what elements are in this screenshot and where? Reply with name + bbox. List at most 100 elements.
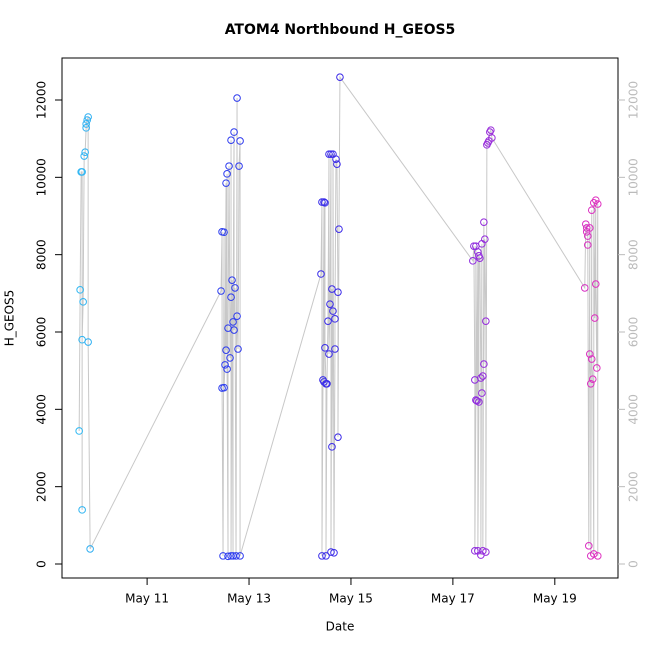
x-tick-label: May 15 (329, 592, 373, 606)
data-point (476, 254, 484, 262)
data-point (586, 380, 595, 388)
data-point (478, 389, 486, 397)
data-point (79, 298, 87, 306)
data-point (225, 162, 233, 170)
data-point (580, 284, 589, 292)
data-point (480, 218, 488, 226)
data-point (82, 124, 90, 132)
data-point (587, 355, 596, 363)
data-point (227, 552, 235, 560)
data-point (223, 170, 231, 178)
plot-frame (61, 57, 619, 579)
data-point (233, 312, 241, 320)
data-point (481, 235, 489, 243)
data-point (222, 179, 230, 187)
data-point (223, 365, 231, 373)
y-tick-label: 6000 (35, 317, 49, 348)
data-point (328, 443, 336, 451)
data-point (227, 293, 235, 301)
data-point (335, 225, 343, 233)
data-point (230, 326, 238, 334)
data-point (591, 280, 600, 288)
x-axis-label: Date (326, 620, 355, 634)
data-point (583, 241, 592, 249)
data-point (585, 224, 594, 232)
data-point (593, 552, 602, 560)
y2-tick-label: 12000 (627, 81, 641, 119)
data-point (235, 162, 243, 170)
x-tick-label: May 13 (227, 592, 271, 606)
y2-tick-label: 8000 (627, 239, 641, 270)
data-point (327, 150, 335, 158)
data-point (325, 350, 333, 358)
data-point (229, 318, 237, 326)
data-point (220, 383, 228, 392)
data-point (80, 152, 88, 160)
data-point (487, 126, 495, 134)
data-point (471, 547, 479, 555)
data-point (331, 345, 339, 353)
data-line (78, 75, 599, 557)
data-point (320, 198, 328, 206)
data-point (224, 552, 232, 561)
data-point (588, 375, 597, 383)
data-point (334, 433, 342, 441)
data-point (591, 196, 600, 204)
data-point (75, 427, 83, 435)
data-point (584, 542, 593, 550)
data-point (232, 552, 240, 560)
data-point (482, 548, 490, 556)
data-point (231, 284, 239, 292)
data-point (592, 364, 601, 372)
data-point (336, 73, 344, 81)
x-tick-label: May 17 (431, 592, 475, 606)
data-point (322, 552, 330, 560)
data-point (333, 160, 341, 168)
data-point (482, 317, 490, 325)
data-point (236, 137, 244, 145)
data-point (323, 380, 331, 388)
data-point (593, 200, 602, 208)
y-axis-label: H_GEOS5 (3, 290, 17, 347)
data-point (321, 344, 329, 352)
data-point (585, 350, 594, 358)
y-tick-label: 8000 (35, 239, 49, 270)
data-point (477, 374, 485, 382)
data-point (234, 345, 242, 353)
data-point (488, 134, 496, 142)
data-point (582, 224, 591, 232)
data-point (82, 120, 90, 128)
data-point (230, 128, 238, 136)
data-point (84, 338, 92, 346)
data-point (236, 552, 244, 560)
data-point (330, 548, 338, 557)
data-point (473, 397, 481, 405)
data-point (328, 285, 336, 293)
data-point (587, 206, 596, 214)
data-point (327, 548, 335, 556)
data-point (469, 257, 477, 265)
data-point (76, 286, 84, 294)
data-point (81, 148, 89, 156)
data-point (227, 136, 235, 145)
data-point (326, 300, 334, 308)
data-point (470, 242, 478, 250)
data-point (221, 361, 229, 369)
data-point (219, 552, 227, 560)
data-point (334, 288, 342, 296)
data-point (479, 372, 487, 380)
y2-tick-label: 4000 (627, 394, 641, 425)
data-point (217, 287, 225, 295)
y-tick-label: 4000 (35, 394, 49, 425)
data-point (84, 113, 92, 121)
data-point (321, 199, 329, 207)
data-point (317, 270, 325, 278)
x-tick-label: May 19 (533, 592, 577, 606)
chart-title: ATOM4 Northbound H_GEOS5 (225, 22, 456, 38)
y-tick-label: 12000 (35, 81, 49, 119)
data-point (329, 307, 337, 315)
data-point (325, 150, 333, 158)
data-point (78, 506, 86, 514)
